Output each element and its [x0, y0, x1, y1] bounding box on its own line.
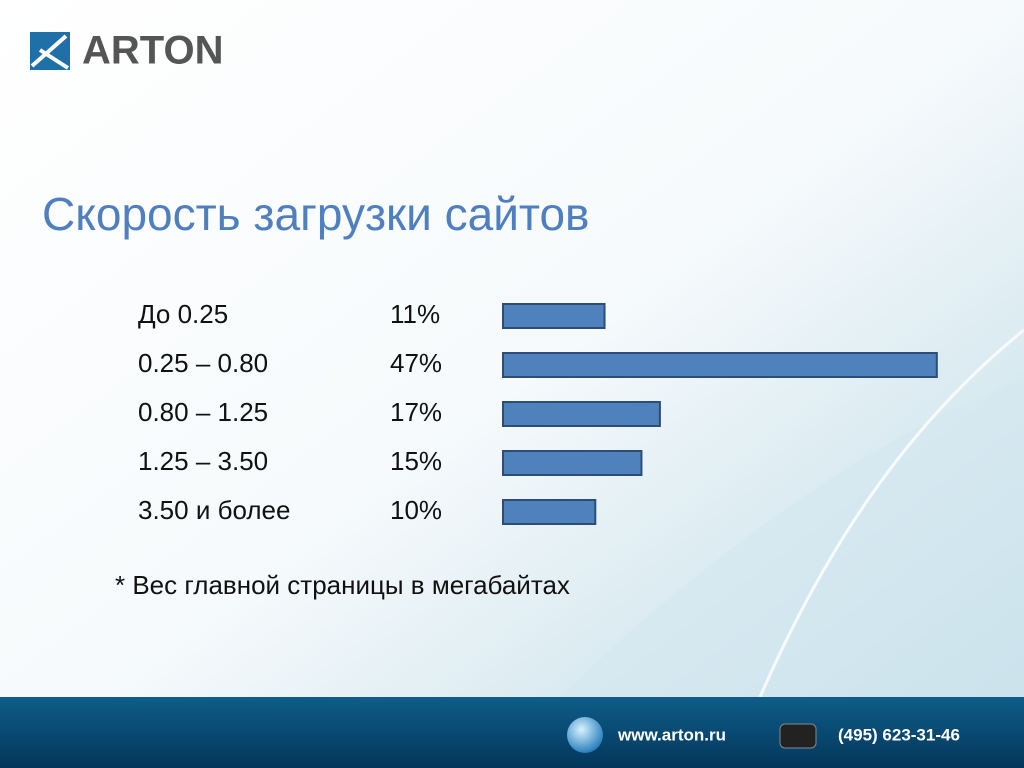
bar: [502, 303, 606, 329]
bar: [502, 352, 938, 378]
value-label: 47%: [390, 348, 442, 378]
logo-text: ARTON: [82, 29, 223, 73]
category-label: 3.50 и более: [138, 495, 290, 525]
value-label: 17%: [390, 397, 442, 427]
chart: До 0.25 11% 0.25 – 0.80 47% 0.80 – 1.25 17% 1.…: [138, 299, 938, 525]
decor: [758, 328, 1024, 698]
globe-icon: [567, 717, 603, 753]
category-label: 0.25 – 0.80: [138, 348, 268, 378]
value-label: 11%: [390, 299, 440, 329]
category-label: До 0.25: [138, 299, 228, 329]
footer-bar: [0, 697, 1024, 768]
category-label: 0.80 – 1.25: [138, 397, 268, 427]
value-label: 15%: [390, 446, 442, 476]
value-label: 10%: [390, 495, 442, 525]
phone-icon: [779, 723, 817, 749]
bar: [502, 450, 643, 476]
phone: (495) 623-31-46: [838, 725, 960, 744]
slide-title: Скорость загрузки сайтов: [42, 188, 590, 240]
category-label: 1.25 – 3.50: [138, 446, 268, 476]
footnote: * Вес главной страницы в мегабайтах: [115, 570, 570, 600]
bar: [502, 401, 661, 427]
decor: [560, 380, 1024, 697]
bar: [502, 499, 597, 525]
logo: ARTON: [30, 29, 223, 73]
website: www.arton.ru: [617, 725, 726, 744]
logo-icon-mark: [30, 34, 70, 70]
